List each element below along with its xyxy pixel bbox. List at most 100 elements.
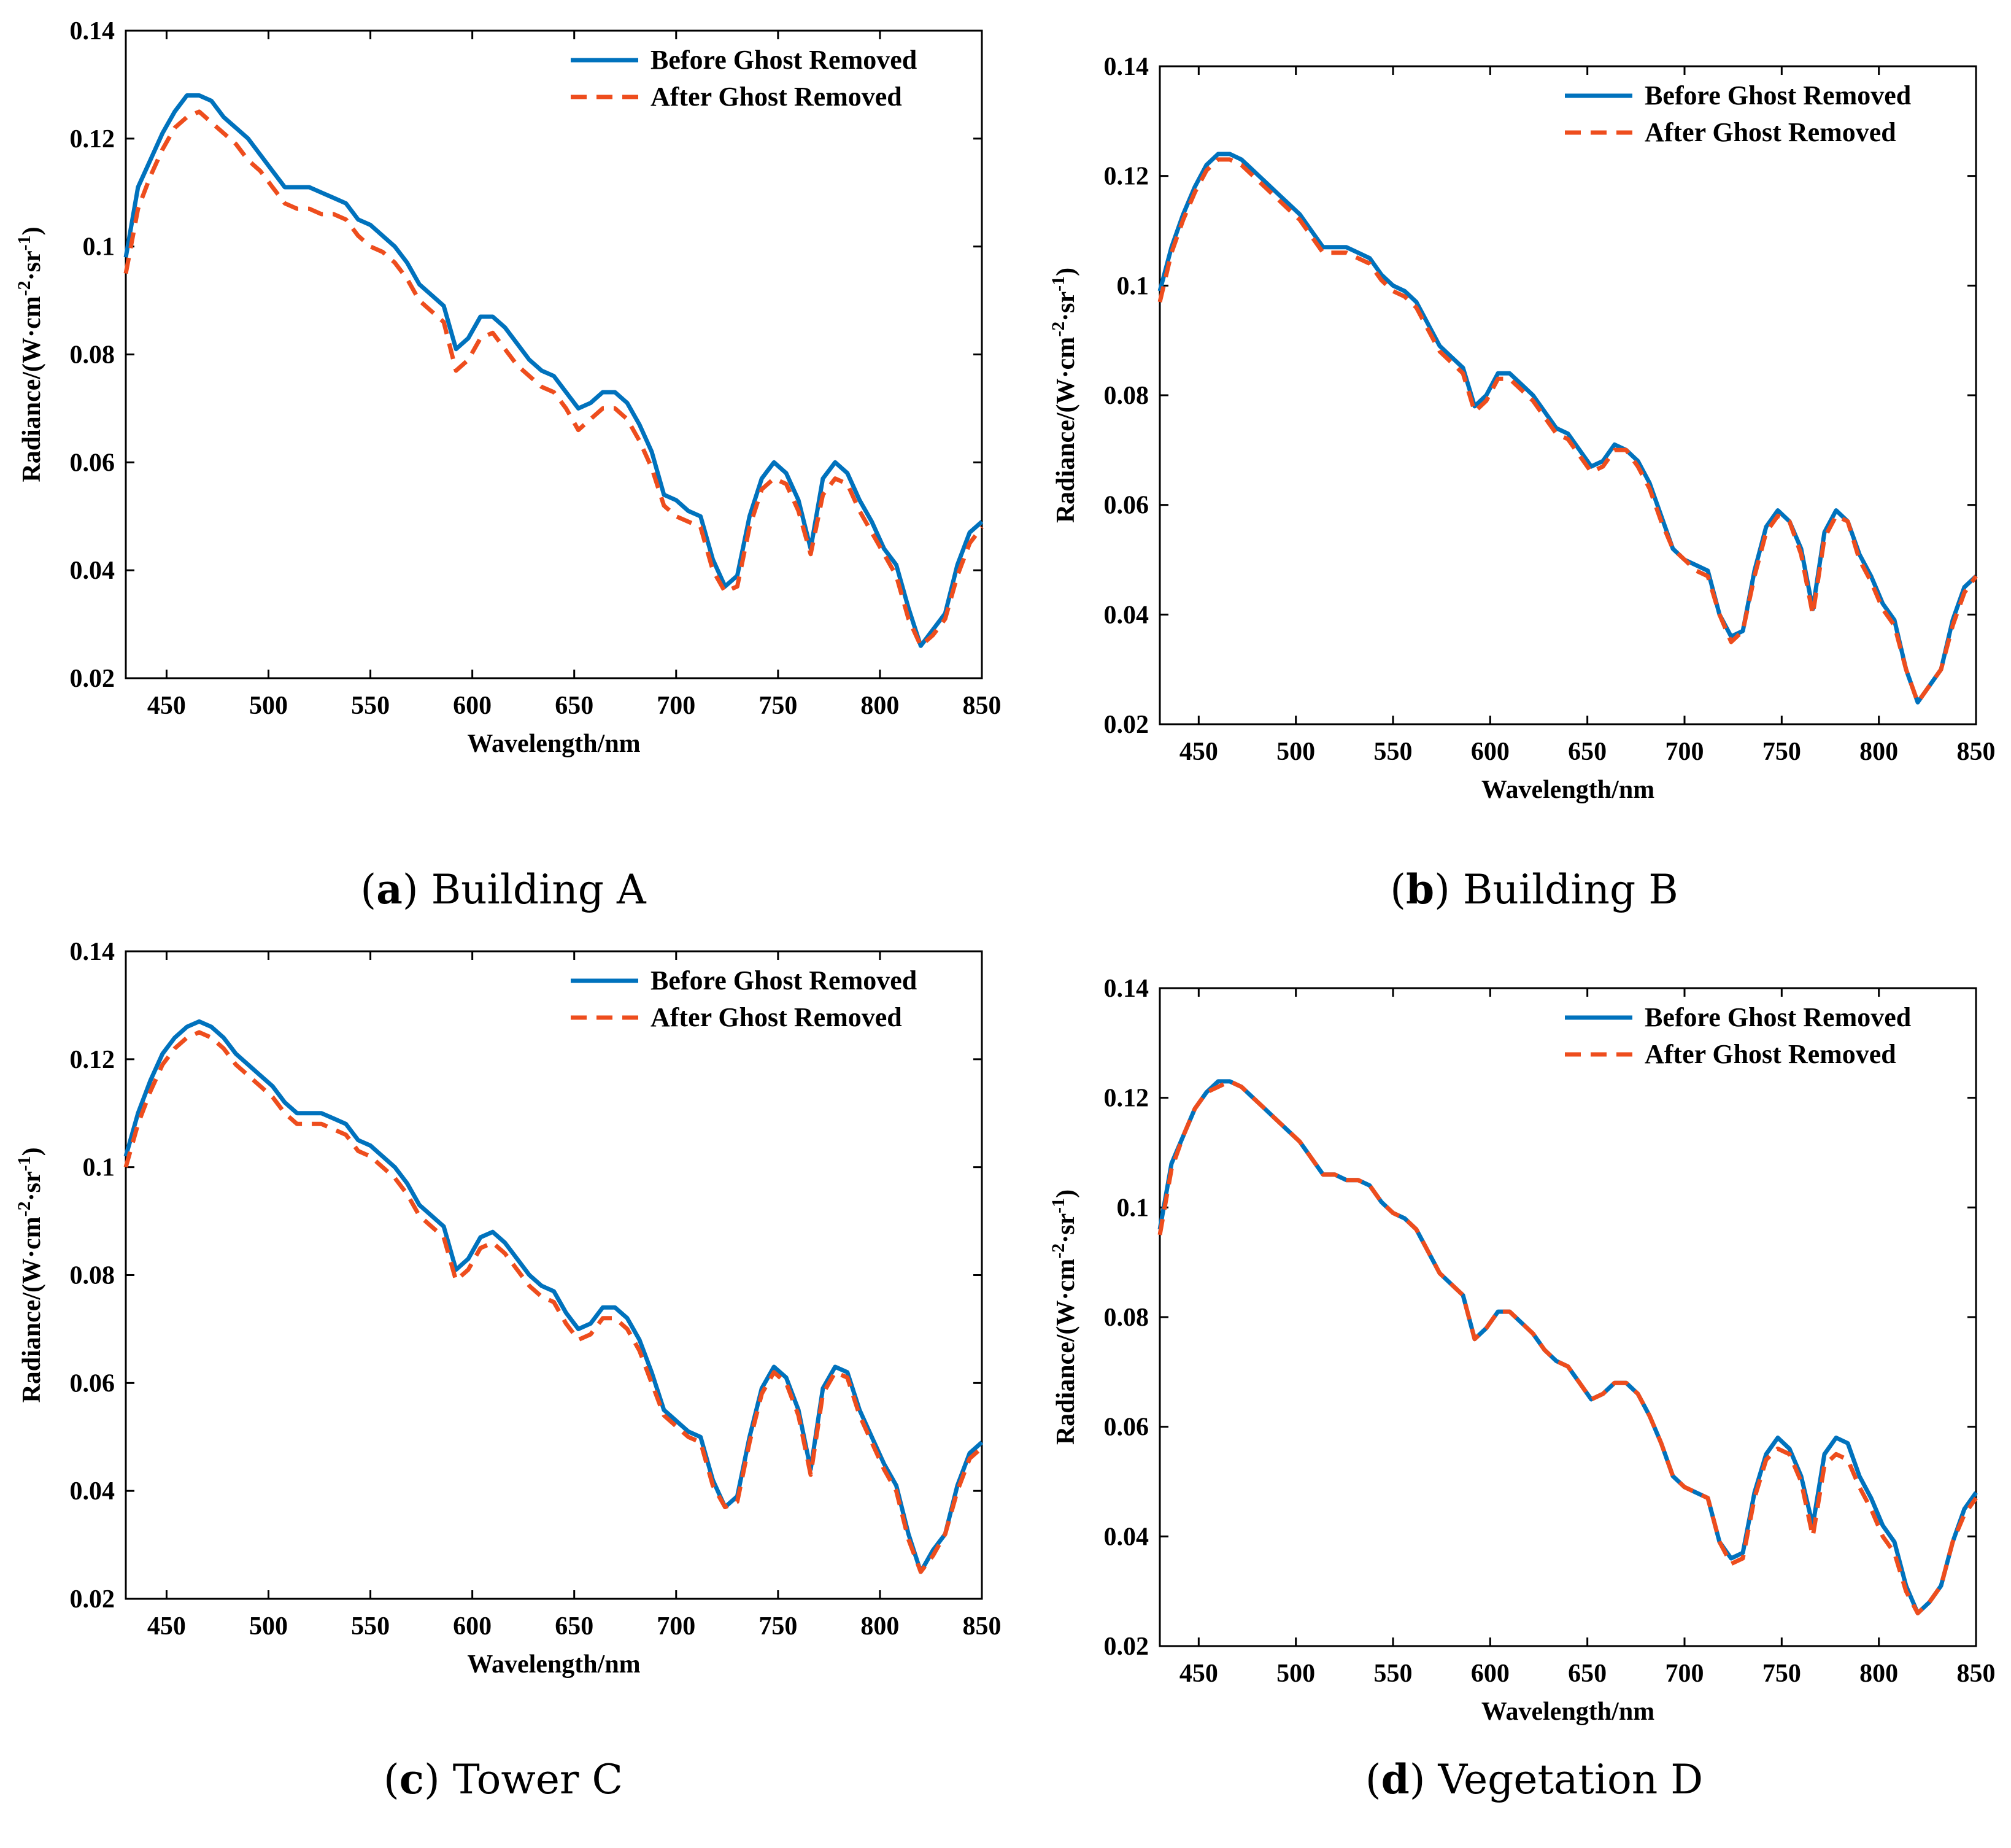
y-axis-label-end: ) [1052, 268, 1080, 276]
y-tick-label: 0.1 [83, 1154, 115, 1182]
plot-frame [125, 29, 983, 679]
y-axis-label-end: ) [1052, 1189, 1080, 1198]
y-tick-label: 0.14 [1104, 53, 1149, 81]
legend-entry: After Ghost Removed [1645, 117, 1896, 147]
y-axis-label-end: ) [18, 226, 46, 235]
y-axis-label-end: ) [18, 1147, 46, 1156]
x-tick-label: 600 [453, 1612, 492, 1641]
x-tick-label: 500 [249, 692, 288, 720]
x-axis-label: Wavelength/nm [1481, 776, 1654, 804]
caption-b: (b) Building B [1390, 865, 1678, 913]
legend-entry: Before Ghost Removed [650, 965, 917, 996]
caption-letter: a [376, 865, 403, 913]
y-axis-label-main: Radiance/(W·cm [18, 296, 46, 482]
caption-letter: b [1406, 865, 1435, 913]
x-tick-label: 500 [1276, 738, 1315, 766]
y-axis-label-mid: ·sr [1052, 1213, 1080, 1243]
y-tick-label: 0.06 [70, 1369, 115, 1398]
y-axis-label: Radiance/(W·cm-2·sr-1) [1048, 268, 1080, 523]
caption-letter: c [399, 1755, 424, 1803]
legend-entry: After Ghost Removed [1645, 1039, 1896, 1069]
y-tick-label: 0.1 [1117, 272, 1149, 300]
x-tick-label: 600 [453, 692, 492, 720]
plot-frame [125, 950, 983, 1600]
legend-entry: After Ghost Removed [650, 1002, 902, 1032]
y-axis-label-exp2: -1 [14, 235, 34, 250]
x-tick-label: 800 [1859, 738, 1898, 766]
x-tick-label: 500 [1276, 1660, 1315, 1688]
x-tick-label: 550 [1374, 738, 1413, 766]
y-axis-label-exp1: -2 [1048, 322, 1068, 337]
chart-panel-d: 450 500 550 600 650 700 750 800 850 0.02 0.04 0.06 0… [1048, 975, 1996, 1726]
legend-entry: After Ghost Removed [650, 82, 902, 112]
y-tick-label: 0.12 [1104, 1084, 1149, 1113]
x-tick-label: 600 [1471, 738, 1510, 766]
x-tick-label: 650 [555, 1612, 593, 1641]
x-axis-label: Wavelength/nm [1481, 1698, 1654, 1726]
x-tick-label: 550 [351, 692, 390, 720]
legend-entry: Before Ghost Removed [1645, 1002, 1911, 1032]
x-tick-label: 650 [1568, 738, 1607, 766]
y-tick-label: 0.04 [70, 557, 115, 585]
series-line-after-ghost-removed [1157, 1079, 1978, 1615]
y-tick-label: 0.04 [1104, 601, 1149, 629]
series-line-before-ghost-removed [1157, 152, 1978, 705]
y-tick-label: 0.02 [1104, 1633, 1149, 1661]
series-line-before-ghost-removed [123, 93, 984, 648]
chart-panel-c: 450 500 550 600 650 700 750 800 850 0.02 0.04 0.06 0… [14, 938, 1002, 1679]
legend-entry: Before Ghost Removed [650, 45, 917, 75]
y-axis-label-main: Radiance/(W·cm [18, 1216, 46, 1402]
x-tick-label: 550 [1374, 1660, 1413, 1688]
y-axis-label-main: Radiance/(W·cm [1052, 337, 1080, 523]
y-tick-label: 0.14 [1104, 975, 1149, 1003]
plot-frame [1159, 987, 1977, 1647]
x-tick-label: 700 [657, 692, 695, 720]
caption-d: (d) Vegetation D [1365, 1755, 1704, 1803]
y-axis-label-exp1: -2 [14, 280, 34, 296]
y-axis-label-mid: ·sr [1052, 292, 1080, 322]
x-tick-label: 650 [1568, 1660, 1607, 1688]
x-tick-label: 450 [1179, 738, 1218, 766]
y-axis-label-exp2: -1 [1048, 1198, 1068, 1213]
x-tick-label: 450 [147, 1612, 186, 1641]
y-axis-label: Radiance/(W·cm-2·sr-1) [14, 1147, 46, 1402]
y-tick-label: 0.02 [70, 665, 115, 693]
y-tick-label: 0.12 [1104, 163, 1149, 191]
y-tick-label: 0.02 [70, 1585, 115, 1614]
caption-text: Vegetation D [1438, 1756, 1704, 1803]
caption-a: (a) Building A [360, 865, 646, 913]
x-tick-label: 700 [1666, 738, 1704, 766]
y-tick-label: 0.04 [70, 1477, 115, 1506]
x-tick-label: 850 [1957, 738, 1996, 766]
x-tick-label: 650 [555, 692, 593, 720]
y-axis-label-exp2: -1 [1048, 276, 1068, 292]
y-tick-label: 0.06 [1104, 1413, 1149, 1442]
y-tick-label: 0.08 [70, 1262, 115, 1290]
series-line-before-ghost-removed [123, 1019, 984, 1574]
chart-panel-b: 450 500 550 600 650 700 750 800 850 0.02 0.04 0.06 0… [1048, 53, 1996, 804]
x-axis-label: Wavelength/nm [467, 730, 640, 758]
y-axis-label: Radiance/(W·cm-2·sr-1) [1048, 1189, 1080, 1445]
y-tick-label: 0.06 [70, 449, 115, 477]
x-tick-label: 850 [963, 1612, 1002, 1641]
y-tick-label: 0.12 [70, 125, 115, 153]
y-tick-label: 0.1 [1117, 1194, 1149, 1222]
caption-letter: d [1381, 1755, 1410, 1803]
x-tick-label: 600 [1471, 1660, 1510, 1688]
y-tick-label: 0.04 [1104, 1523, 1149, 1551]
x-tick-label: 450 [147, 692, 186, 720]
legend-entry: Before Ghost Removed [1645, 80, 1911, 110]
series-line-after-ghost-removed [123, 1030, 984, 1574]
x-tick-label: 450 [1179, 1660, 1218, 1688]
chart-panel-a: 450 500 550 600 650 700 750 800 850 0.02 0.04 0.06 0… [14, 17, 1002, 758]
y-tick-label: 0.08 [70, 341, 115, 369]
x-tick-label: 800 [1859, 1660, 1898, 1688]
x-tick-label: 850 [1957, 1660, 1996, 1688]
y-axis-label: Radiance/(W·cm-2·sr-1) [14, 226, 46, 482]
y-tick-label: 0.12 [70, 1046, 115, 1074]
y-tick-label: 0.08 [1104, 382, 1149, 410]
x-tick-label: 700 [657, 1612, 695, 1641]
x-tick-label: 800 [860, 692, 899, 720]
series-line-after-ghost-removed [1157, 157, 1978, 705]
